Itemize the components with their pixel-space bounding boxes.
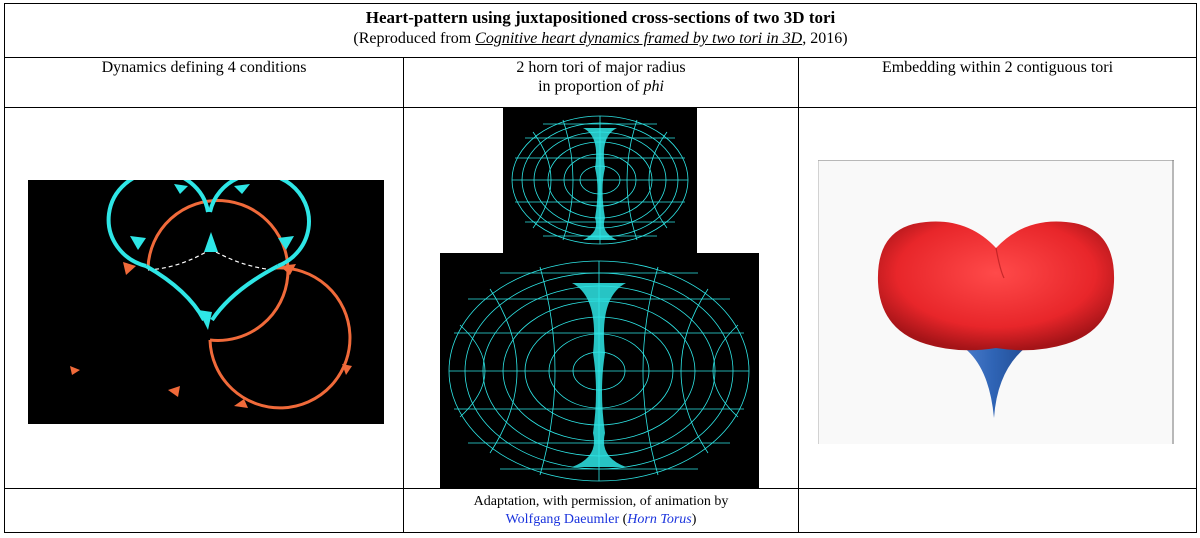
phi-word: phi bbox=[643, 78, 664, 95]
column-header-horn-tori-line2: in proportion of phi bbox=[404, 77, 798, 96]
embedding-cell bbox=[798, 107, 1197, 489]
small-horn-torus bbox=[503, 108, 697, 253]
column-header-embedding-label: Embedding within 2 contiguous tori bbox=[881, 59, 1114, 76]
author-link[interactable]: Wolfgang Daeumler bbox=[505, 512, 620, 527]
footer-cell-credit: Adaptation, with permission, of animatio… bbox=[403, 488, 799, 533]
dynamics-diagram bbox=[28, 180, 384, 424]
blue-spike bbox=[946, 338, 1040, 418]
footer-cell-right bbox=[798, 488, 1197, 533]
orange-cycle-left bbox=[70, 198, 290, 397]
orange-cycle-right bbox=[208, 264, 352, 410]
large-horn-torus bbox=[440, 253, 759, 488]
footer-cell-left bbox=[4, 488, 404, 533]
credit-paren-close: ) bbox=[691, 512, 697, 527]
table-subtitle: (Reproduced from Cognitive heart dynamic… bbox=[5, 29, 1196, 49]
dynamics-cell bbox=[4, 107, 404, 489]
embedding-heart-render bbox=[818, 160, 1174, 444]
column-header-dynamics-label: Dynamics defining 4 conditions bbox=[101, 59, 307, 76]
dashed-link-left bbox=[147, 251, 207, 271]
work-title: Horn Torus bbox=[627, 512, 692, 527]
credit-line2: Wolfgang Daeumler (Horn Torus) bbox=[404, 511, 798, 529]
subtitle-prefix: (Reproduced from bbox=[353, 30, 476, 47]
credit-paren-open: ( bbox=[619, 512, 628, 527]
title-cell: Heart-pattern using juxtapositioned cros… bbox=[4, 3, 1197, 58]
column-header-embedding: Embedding within 2 contiguous tori bbox=[798, 57, 1197, 108]
source-link[interactable]: Cognitive heart dynamics framed by two t… bbox=[475, 30, 803, 47]
work-link[interactable]: Horn Torus bbox=[627, 512, 691, 527]
phi-prefix: in proportion of bbox=[538, 78, 644, 95]
credit-line1: Adaptation, with permission, of animatio… bbox=[473, 494, 729, 509]
column-header-dynamics: Dynamics defining 4 conditions bbox=[4, 57, 404, 108]
column-header-horn-tori: 2 horn tori of major radius in proportio… bbox=[403, 57, 799, 108]
horn-tori-cell bbox=[403, 107, 799, 489]
table-title: Heart-pattern using juxtapositioned cros… bbox=[365, 8, 836, 27]
subtitle-suffix: , 2016) bbox=[802, 30, 848, 47]
red-torus bbox=[877, 221, 1115, 351]
column-header-horn-tori-line1: 2 horn tori of major radius bbox=[516, 59, 686, 76]
credit-text: Adaptation, with permission, of animatio… bbox=[404, 489, 798, 529]
cyan-cycle bbox=[106, 180, 311, 330]
figure-table: Heart-pattern using juxtapositioned cros… bbox=[4, 3, 1197, 533]
